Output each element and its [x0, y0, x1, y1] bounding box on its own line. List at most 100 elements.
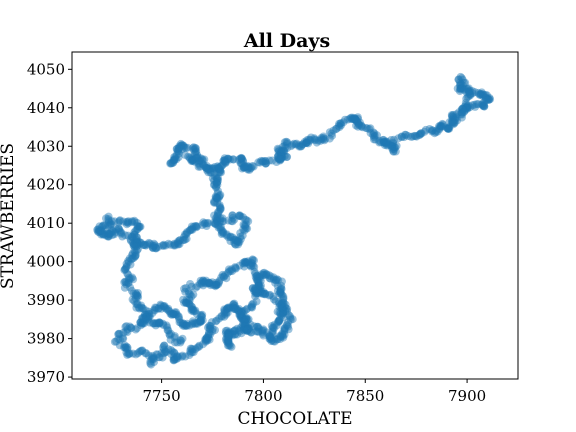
scatter-point	[160, 349, 168, 358]
scatter-point	[346, 113, 355, 122]
scatter-point	[241, 161, 249, 170]
scatter-point	[477, 100, 486, 109]
scatter-point	[213, 199, 222, 208]
scatter-point	[227, 265, 236, 274]
scatter-point	[223, 308, 232, 317]
scatter-point	[133, 240, 142, 248]
scatter-point	[240, 257, 249, 266]
scatter-point	[481, 91, 490, 100]
scatter-point	[191, 144, 200, 153]
scatter-point	[170, 153, 179, 162]
scatter-point	[166, 159, 175, 168]
scatter-point	[174, 240, 183, 249]
scatter-point	[236, 310, 245, 319]
scatter-point	[261, 289, 270, 298]
scatter-point	[280, 147, 288, 156]
scatter-point	[201, 163, 210, 172]
scatter-point	[474, 100, 483, 109]
scatter-point	[242, 315, 251, 324]
scatter-point	[192, 222, 201, 231]
scatter-point	[164, 239, 173, 248]
y-tick-label: 4000	[27, 253, 65, 271]
scatter-point	[251, 289, 260, 298]
scatter-point	[141, 315, 150, 324]
scatter-point	[219, 156, 228, 165]
scatter-point	[283, 144, 292, 152]
scatter-point	[154, 353, 163, 362]
scatter-point	[274, 151, 282, 160]
scatter-point	[274, 147, 283, 156]
scatter-point	[202, 163, 210, 172]
scatter-point	[378, 136, 387, 145]
scatter-point	[158, 353, 167, 362]
scatter-point	[249, 261, 257, 270]
scatter-point	[189, 348, 198, 357]
x-tick-label: 7800	[244, 387, 282, 405]
scatter-point	[197, 312, 206, 321]
scatter-point	[449, 110, 458, 119]
scatter-point	[238, 231, 247, 240]
scatter-point	[156, 300, 165, 309]
scatter-point	[204, 218, 213, 227]
scatter-point	[196, 276, 205, 285]
scatter-point	[457, 108, 466, 117]
scatter-point	[183, 319, 191, 328]
scatter-point	[258, 328, 267, 337]
scatter-point	[231, 240, 240, 249]
scatter-point	[125, 274, 134, 282]
scatter-point	[251, 284, 260, 293]
scatter-point	[239, 326, 248, 335]
scatter-point	[243, 325, 252, 334]
scatter-point	[456, 110, 465, 119]
scatter-point	[319, 133, 328, 142]
scatter-point	[408, 132, 417, 141]
scatter-point	[208, 164, 216, 173]
scatter-point	[192, 147, 201, 156]
scatter-point	[462, 94, 471, 103]
scatter-point	[132, 235, 141, 244]
scatter-point	[204, 331, 213, 340]
scatter-point	[458, 108, 467, 117]
scatter-point	[231, 304, 240, 313]
scatter-point	[229, 300, 238, 309]
scatter-point	[234, 307, 243, 315]
scatter-point	[174, 237, 183, 246]
scatter-point	[466, 86, 474, 95]
scatter-point	[212, 182, 221, 191]
scatter-point	[351, 115, 360, 124]
scatter-point	[300, 137, 309, 146]
scatter-point	[215, 193, 224, 202]
scatter-point	[279, 299, 288, 308]
scatter-point	[228, 211, 237, 220]
scatter-point	[209, 180, 218, 189]
scatter-point	[343, 115, 352, 124]
scatter-point	[240, 262, 249, 271]
scatter-point	[462, 88, 471, 97]
scatter-point	[274, 297, 283, 306]
scatter-point	[407, 132, 416, 141]
scatter-point	[265, 156, 274, 165]
scatter-point	[239, 322, 248, 331]
scatter-point	[230, 299, 239, 308]
scatter-point	[164, 306, 173, 315]
scatter-point	[184, 152, 193, 161]
scatter-point	[131, 289, 140, 298]
scatter-point	[449, 115, 458, 124]
scatter-point	[124, 279, 133, 288]
scatter-point	[448, 115, 457, 124]
scatter-point	[178, 320, 187, 328]
scatter-point	[245, 261, 254, 269]
scatter-point	[141, 310, 150, 319]
scatter-point	[169, 310, 178, 319]
scatter-point	[189, 143, 198, 152]
scatter-point	[254, 281, 263, 290]
scatter-point	[397, 133, 406, 141]
scatter-point	[241, 224, 250, 233]
scatter-point	[186, 344, 195, 353]
scatter-point	[128, 295, 137, 304]
scatter-point	[159, 343, 168, 352]
scatter-point	[411, 132, 420, 140]
scatter-point	[199, 281, 208, 290]
scatter-point	[222, 230, 231, 239]
scatter-point	[159, 321, 168, 330]
